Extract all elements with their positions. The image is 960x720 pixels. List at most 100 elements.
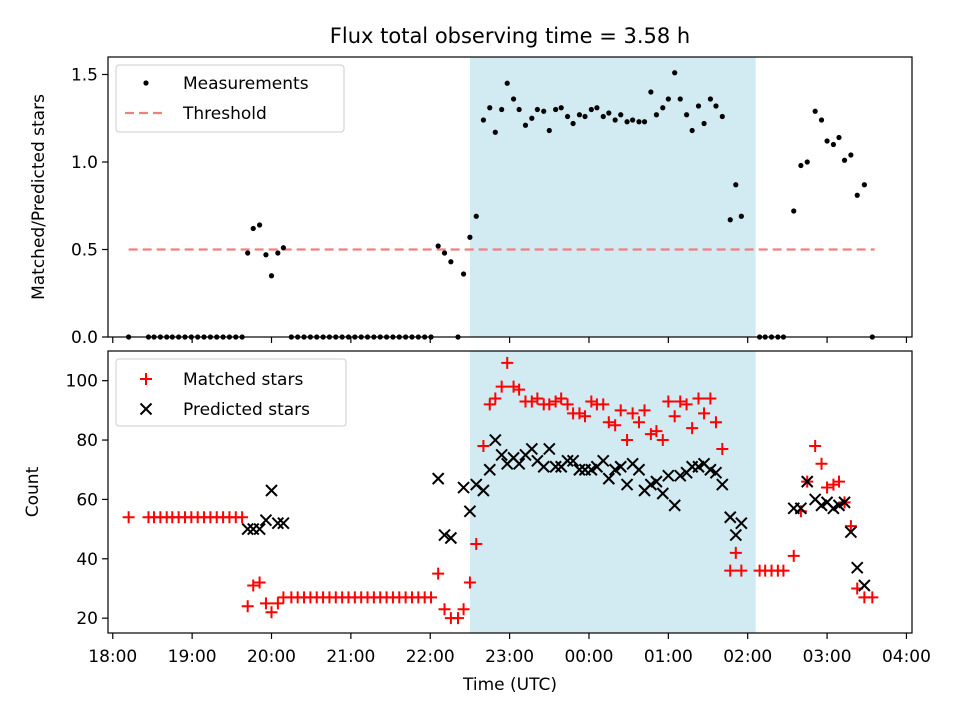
- xtick-label: 02:00: [723, 647, 772, 667]
- xtick-label: 00:00: [564, 647, 613, 667]
- measurement-point: [672, 70, 678, 76]
- xtick-label: 23:00: [485, 647, 534, 667]
- predicted-stars-point: [457, 481, 470, 494]
- bottom-series-plus: [122, 356, 879, 625]
- predicted-stars-point: [241, 522, 254, 536]
- measurement-point: [707, 96, 714, 102]
- x-axis-label: Time (UTC): [462, 675, 557, 695]
- matched-stars-point: [827, 478, 840, 491]
- measurement-point: [695, 103, 702, 109]
- predicted-stars-point: [566, 454, 580, 468]
- measurement-point: [480, 117, 487, 123]
- measurement-point: [861, 182, 867, 188]
- measurement-point: [636, 119, 642, 125]
- matched-stars-point: [253, 576, 266, 589]
- matched-stars-point: [692, 392, 705, 405]
- measurement-point: [541, 108, 547, 114]
- measurement-point: [618, 112, 624, 118]
- matched-stars-point: [729, 546, 742, 559]
- matched-stars-point: [656, 434, 669, 447]
- matched-stars-point: [122, 511, 135, 524]
- matched-stars-point: [650, 425, 663, 438]
- measurement-point: [641, 119, 648, 125]
- top-ytick-label: 1.5: [71, 66, 98, 86]
- measurement-point: [848, 152, 854, 158]
- matched-stars-point: [602, 416, 615, 429]
- predicted-stars-point: [662, 469, 675, 482]
- matched-stars-point: [614, 404, 627, 417]
- measurement-point: [841, 157, 848, 163]
- matched-stars-point: [644, 428, 657, 441]
- matched-stars-point: [483, 398, 496, 411]
- predicted-stars-point: [716, 478, 729, 491]
- matched-stars-point: [549, 395, 562, 408]
- measurement-point: [824, 138, 830, 144]
- predicted-stars-point: [477, 484, 490, 497]
- predicted-stars-point: [801, 475, 814, 488]
- top-series-dot: [126, 70, 875, 340]
- measurement-point: [713, 103, 719, 109]
- bottom-series-x: [241, 433, 871, 592]
- matched-stars-point: [236, 511, 249, 524]
- measurement-point: [263, 252, 269, 258]
- predicted-stars-point: [253, 522, 266, 536]
- predicted-stars-point: [483, 463, 496, 476]
- measurement-point: [653, 112, 660, 118]
- matched-stars-point: [463, 576, 476, 589]
- predicted-stars-point: [602, 472, 616, 485]
- matched-stars-point: [271, 597, 284, 610]
- legend-measurements-label: Measurements: [183, 74, 309, 94]
- predicted-stars-point: [573, 463, 586, 476]
- measurement-point: [660, 105, 666, 111]
- top-y-axis-label: Matched/Predicted stars: [29, 94, 49, 300]
- legend-predicted-marker: [139, 402, 153, 416]
- measurement-point: [665, 96, 671, 102]
- bottom-y-axis-label: Count: [23, 466, 43, 517]
- measurement-point: [492, 129, 498, 135]
- xtick-label: 01:00: [644, 647, 693, 667]
- bottom-legend-box: [115, 358, 347, 427]
- matched-stars-point: [470, 537, 483, 550]
- measurement-point: [798, 162, 804, 169]
- bottom-ytick-label: 80: [76, 431, 98, 451]
- matched-stars-point: [425, 591, 438, 604]
- matched-stars-point: [241, 600, 254, 613]
- predicted-stars-point: [525, 442, 539, 456]
- matched-stars-point: [573, 407, 586, 420]
- measurement-point: [836, 134, 842, 141]
- predicted-stars-point: [735, 516, 748, 530]
- predicted-stars-point: [597, 454, 610, 468]
- measurement-point: [683, 112, 690, 118]
- measurement-point: [534, 106, 540, 113]
- matched-stars-point: [698, 407, 711, 420]
- measurement-point: [516, 106, 522, 113]
- matched-stars-point: [432, 567, 445, 580]
- matched-stars-point: [815, 457, 828, 470]
- matched-stars-point: [501, 356, 514, 369]
- predicted-stars-point: [674, 469, 687, 482]
- measurement-point: [600, 113, 606, 120]
- matched-stars-point: [265, 606, 278, 619]
- predicted-stars-point: [543, 442, 556, 456]
- bottom-ytick-label: 60: [76, 490, 98, 510]
- matched-stars-point: [735, 564, 748, 577]
- measurement-point: [245, 250, 251, 256]
- measurement-point: [250, 225, 256, 232]
- matched-stars-point: [259, 597, 272, 610]
- predicted-stars-point: [650, 475, 663, 488]
- measurement-point: [818, 117, 825, 123]
- matched-stars-point: [489, 392, 502, 405]
- predicted-stars-point: [259, 513, 273, 527]
- predicted-stars-point: [512, 457, 526, 471]
- measurement-point: [570, 120, 576, 127]
- measurement-point: [553, 106, 559, 113]
- predicted-stars-point: [431, 472, 445, 485]
- measurement-point: [487, 105, 493, 111]
- matched-stars-point: [777, 564, 790, 577]
- xtick-label: 21:00: [326, 647, 375, 667]
- matched-stars-point: [638, 404, 651, 417]
- figure-title: Flux total observing time = 3.58 h: [330, 24, 690, 48]
- legend-matched-label: Matched stars: [183, 370, 303, 390]
- predicted-stars-point: [438, 528, 451, 542]
- matched-stars-point: [674, 395, 687, 408]
